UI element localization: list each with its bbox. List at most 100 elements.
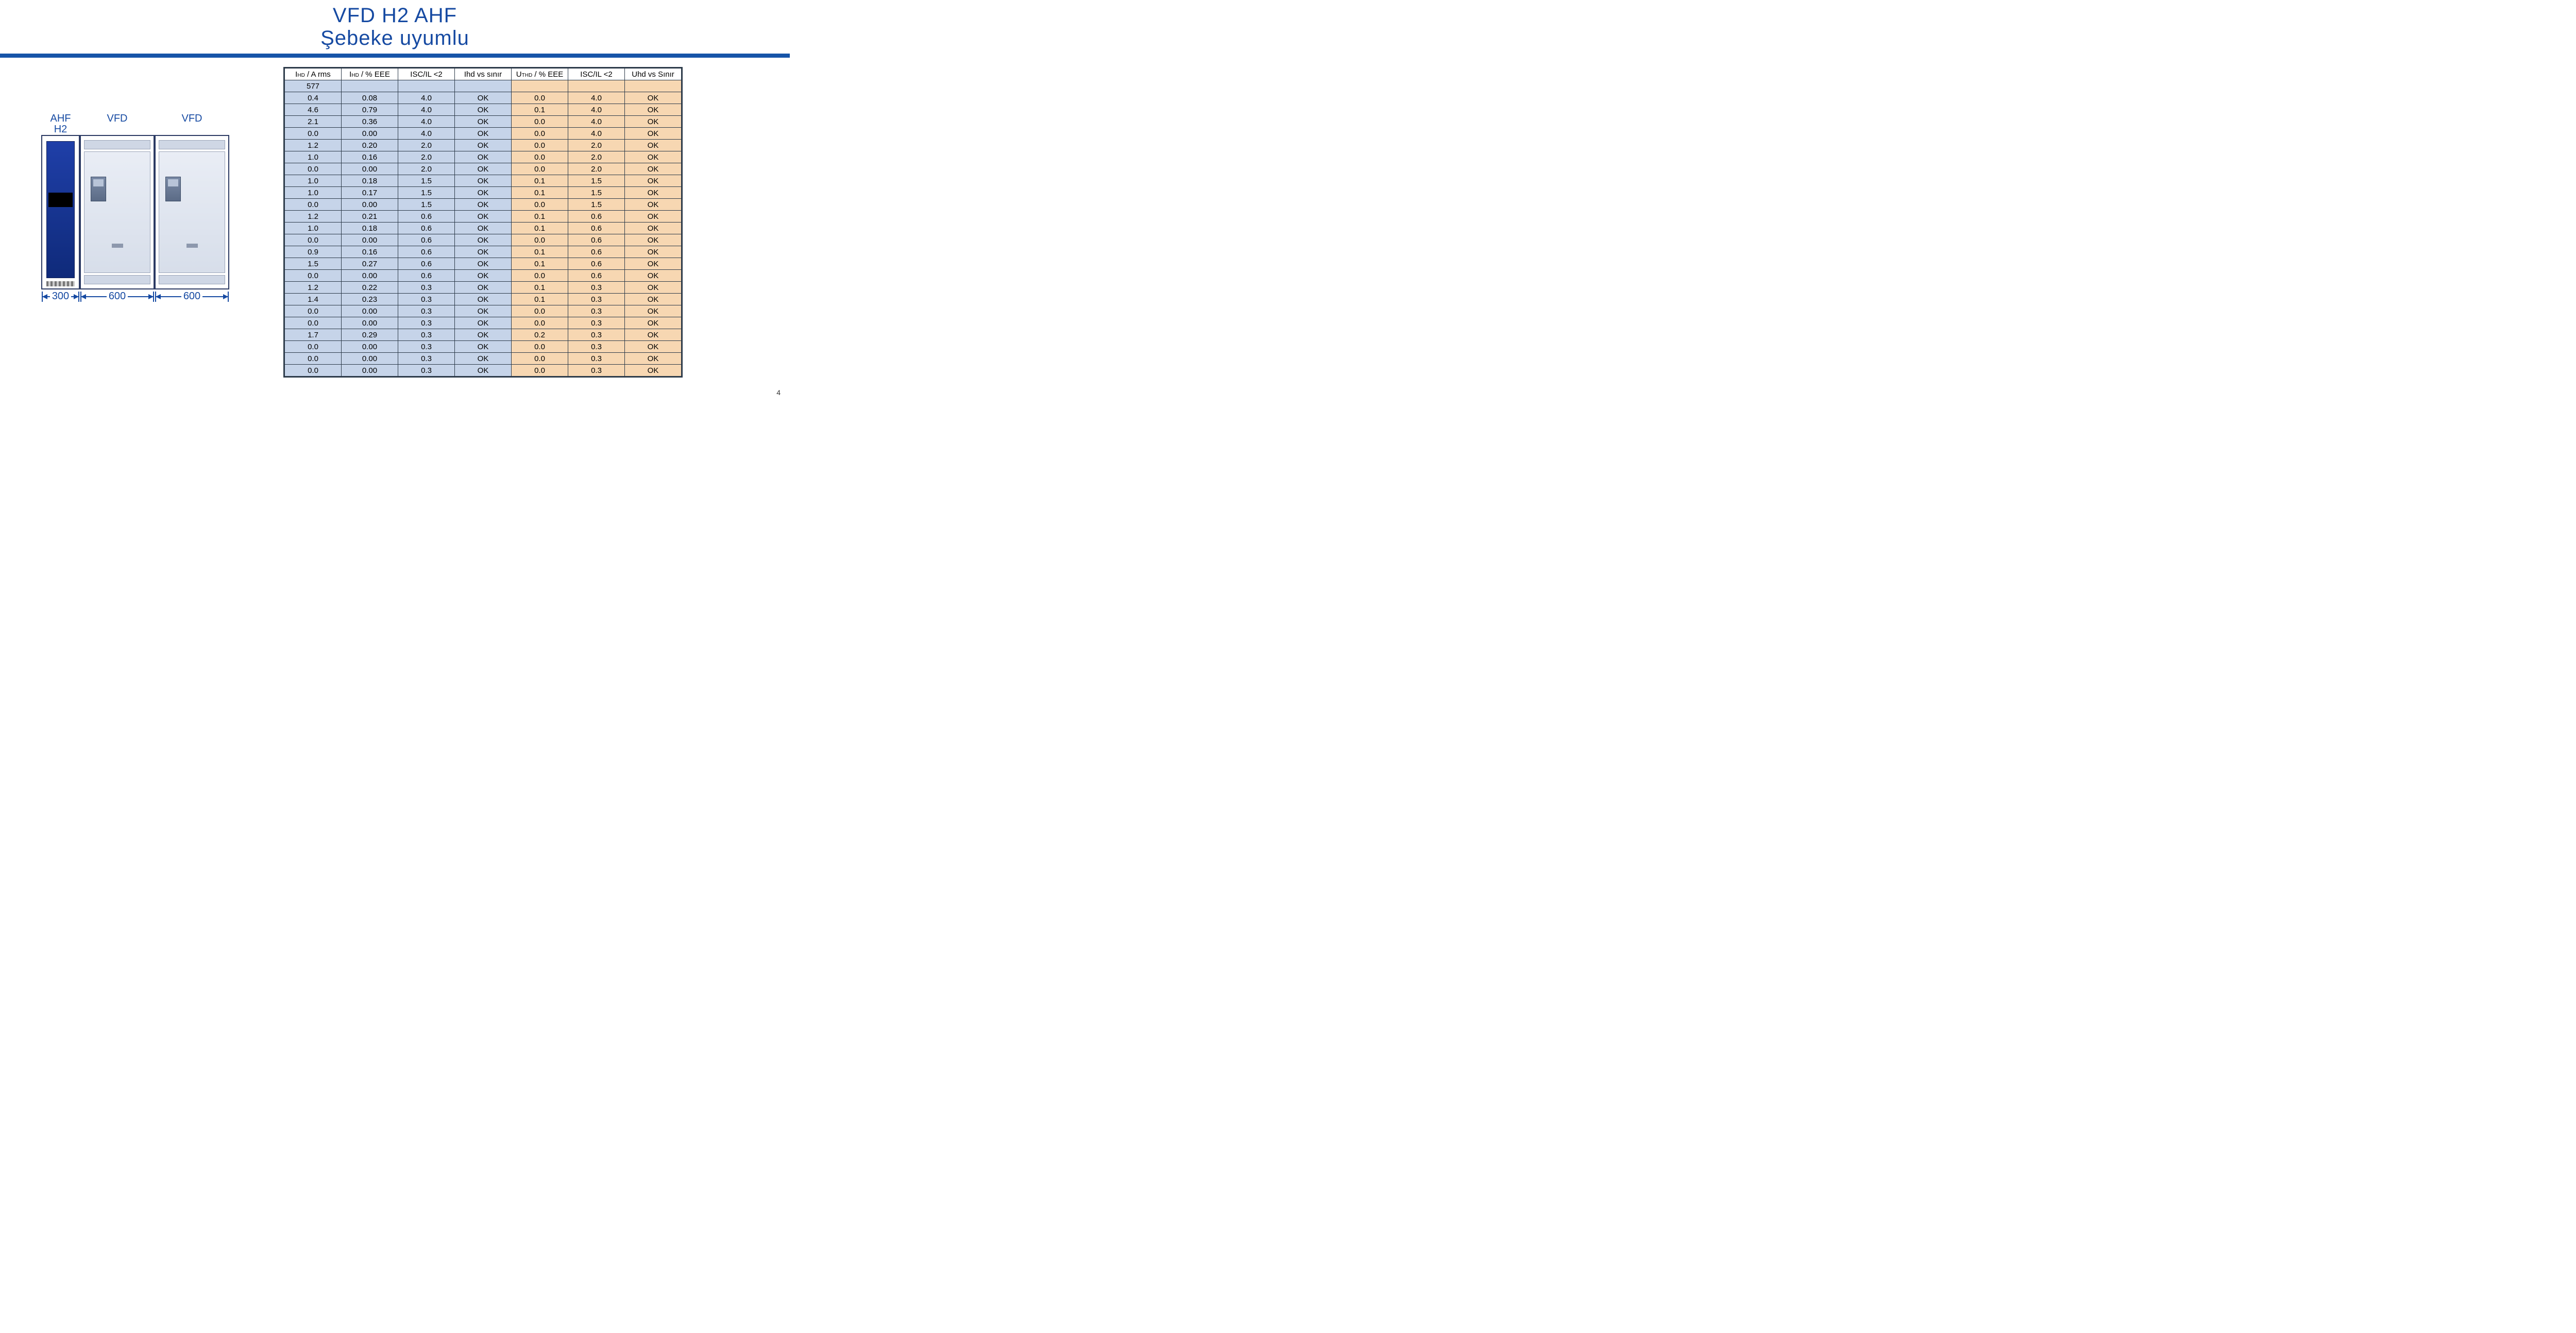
table-row: 0.00.002.0OK0.02.0OK bbox=[285, 163, 682, 175]
table-cell: OK bbox=[455, 151, 512, 163]
table-cell: 0.0 bbox=[512, 270, 568, 282]
table-cell: 0.16 bbox=[342, 151, 398, 163]
table-cell bbox=[512, 80, 568, 92]
table-cell: 0.0 bbox=[285, 341, 342, 353]
table-cell: 0.0 bbox=[285, 234, 342, 246]
table-cell: 0.6 bbox=[398, 234, 455, 246]
table-cell: OK bbox=[625, 305, 682, 317]
table-cell: 0.0 bbox=[285, 270, 342, 282]
table-cell: 0.9 bbox=[285, 246, 342, 258]
table-header: ISC/IL <2 bbox=[398, 69, 455, 80]
table-cell: 0.3 bbox=[398, 294, 455, 305]
table-cell: 0.3 bbox=[398, 353, 455, 365]
table-cell: 0.3 bbox=[398, 329, 455, 341]
table-cell: 1.0 bbox=[285, 187, 342, 199]
table-cell: 0.00 bbox=[342, 270, 398, 282]
table-cell: OK bbox=[455, 329, 512, 341]
table-cell: 0.6 bbox=[568, 234, 625, 246]
table-row: 0.00.000.3OK0.00.3OK bbox=[285, 305, 682, 317]
table-row: 1.00.181.5OK0.11.5OK bbox=[285, 175, 682, 187]
vfd-keypad bbox=[91, 177, 106, 201]
table-cell: OK bbox=[455, 104, 512, 116]
table-cell: 0.00 bbox=[342, 365, 398, 377]
table-cell: 4.0 bbox=[568, 116, 625, 128]
vfd-vent-bottom bbox=[159, 275, 225, 284]
table-cell: 0.27 bbox=[342, 258, 398, 270]
table-cell: 0.00 bbox=[342, 317, 398, 329]
table-row: 0.00.000.6OK0.00.6OK bbox=[285, 270, 682, 282]
table-cell: OK bbox=[455, 140, 512, 151]
table-cell: 0.20 bbox=[342, 140, 398, 151]
cabinet-label: AHF H2 bbox=[41, 113, 80, 135]
table-cell: OK bbox=[455, 305, 512, 317]
table-cell: OK bbox=[625, 140, 682, 151]
table-cell: OK bbox=[455, 92, 512, 104]
table-cell: OK bbox=[455, 353, 512, 365]
table-cell: 1.5 bbox=[568, 199, 625, 211]
table-cell bbox=[625, 80, 682, 92]
table-cell: 0.00 bbox=[342, 353, 398, 365]
table-cell: 0.0 bbox=[285, 199, 342, 211]
table-cell: OK bbox=[455, 246, 512, 258]
table-cell: 1.0 bbox=[285, 151, 342, 163]
table-cell: 0.0 bbox=[512, 116, 568, 128]
table-cell: 0.6 bbox=[398, 211, 455, 223]
table-row: 577 bbox=[285, 80, 682, 92]
table-cell: OK bbox=[625, 223, 682, 234]
table-cell: 0.0 bbox=[285, 353, 342, 365]
table-cell: 0.3 bbox=[398, 341, 455, 353]
table-cell: 1.5 bbox=[568, 187, 625, 199]
table-cell: 0.1 bbox=[512, 282, 568, 294]
page-number: 4 bbox=[776, 388, 781, 397]
table-cell: 0.1 bbox=[512, 223, 568, 234]
table-cell: OK bbox=[625, 211, 682, 223]
table-cell: 0.3 bbox=[568, 341, 625, 353]
table-header: IHD / A rms bbox=[285, 69, 342, 80]
table-row: 0.00.000.3OK0.00.3OK bbox=[285, 365, 682, 377]
table-cell: 2.0 bbox=[568, 140, 625, 151]
table-cell: 4.0 bbox=[398, 128, 455, 140]
vfd-keypad bbox=[165, 177, 181, 201]
table-cell bbox=[455, 80, 512, 92]
table-cell: 1.5 bbox=[398, 187, 455, 199]
cabinet-diagram: AHF H2VFDVFD 300600600 bbox=[41, 67, 263, 380]
table-cell: 0.0 bbox=[512, 163, 568, 175]
table-cell: 4.0 bbox=[568, 128, 625, 140]
table-row: 1.00.171.5OK0.11.5OK bbox=[285, 187, 682, 199]
table-cell: 0.6 bbox=[568, 211, 625, 223]
table-cell: OK bbox=[625, 258, 682, 270]
dimension-label: 600 bbox=[155, 289, 229, 302]
table-cell: 0.1 bbox=[512, 294, 568, 305]
table-cell: OK bbox=[625, 187, 682, 199]
table-cell: OK bbox=[455, 317, 512, 329]
table-cell: 0.00 bbox=[342, 199, 398, 211]
table-cell: 0.3 bbox=[568, 329, 625, 341]
table-cell: 0.6 bbox=[398, 258, 455, 270]
table-cell: 0.00 bbox=[342, 305, 398, 317]
table-row: 0.90.160.6OK0.10.6OK bbox=[285, 246, 682, 258]
table-cell: OK bbox=[455, 341, 512, 353]
table-cell: 0.6 bbox=[568, 223, 625, 234]
table-cell: OK bbox=[625, 104, 682, 116]
table-row: 2.10.364.0OK0.04.0OK bbox=[285, 116, 682, 128]
table-header: UTHD / % EEE bbox=[512, 69, 568, 80]
table-cell: 0.3 bbox=[568, 305, 625, 317]
table-cell: 0.0 bbox=[512, 234, 568, 246]
table-cell: 0.2 bbox=[512, 329, 568, 341]
table-cell: 0.6 bbox=[568, 246, 625, 258]
table-cell: 1.2 bbox=[285, 140, 342, 151]
table-cell: OK bbox=[625, 341, 682, 353]
table-header: IHD / % EEE bbox=[342, 69, 398, 80]
table-row: 0.00.000.6OK0.00.6OK bbox=[285, 234, 682, 246]
dimension-label: 300 bbox=[41, 289, 80, 302]
table-cell: 0.3 bbox=[398, 317, 455, 329]
table-cell: OK bbox=[455, 128, 512, 140]
table-cell: 0.0 bbox=[285, 365, 342, 377]
table-cell: 0.3 bbox=[398, 305, 455, 317]
table-cell: 0.0 bbox=[512, 140, 568, 151]
table-cell: 0.36 bbox=[342, 116, 398, 128]
title-line-2: Şebeke uyumlu bbox=[0, 27, 790, 49]
table-cell: 0.16 bbox=[342, 246, 398, 258]
table-cell: OK bbox=[455, 187, 512, 199]
table-cell: 4.0 bbox=[568, 92, 625, 104]
